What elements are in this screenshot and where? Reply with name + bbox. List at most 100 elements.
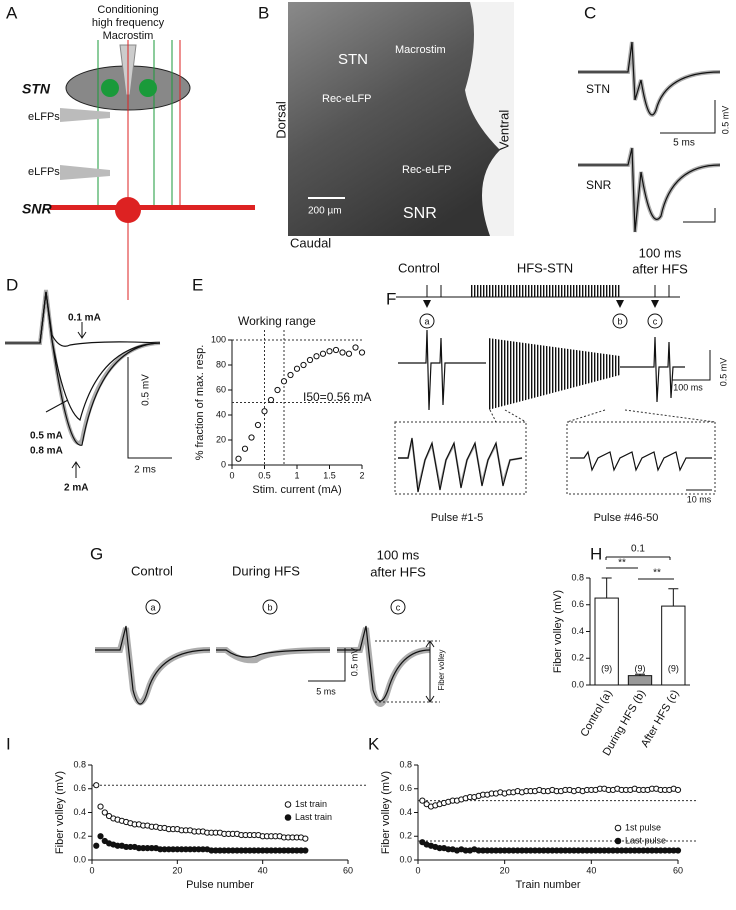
panel-d: D 0.1 mA 0.5 mA 0.8 mA 2 mA 0.5 mV 2 ms (5, 275, 172, 494)
text: 10 ms (687, 494, 712, 504)
point (97, 803, 104, 810)
text: 0.1 (631, 544, 645, 555)
point (93, 842, 100, 849)
y-axis-label: Fiber volley (mV) (54, 771, 66, 854)
scale-bar (660, 100, 716, 134)
text: ** (618, 558, 626, 569)
text: 5 ms (316, 686, 336, 696)
point (674, 847, 682, 854)
x-tick-label: 1.5 (323, 470, 336, 480)
trace (5, 291, 161, 347)
trace (216, 649, 331, 658)
point (302, 835, 309, 842)
error-bar (635, 673, 645, 676)
text: Fiber volley (437, 650, 446, 691)
n-label: (9) (601, 663, 612, 673)
panel-f: F Control HFS-STN 100 ms after HFS a b c… (386, 245, 728, 523)
panel-a: A Conditioning high frequency Macrostim … (6, 3, 255, 300)
y-axis-label: % fraction of max. resp. (194, 345, 206, 461)
trace (39, 291, 161, 446)
y-tick-label: 0.4 (399, 807, 412, 817)
legend-label: Last train (295, 812, 332, 822)
text: STN (586, 82, 610, 96)
y-tick-label: 0.0 (571, 679, 584, 689)
neuron (139, 79, 157, 97)
text: 100 ms (377, 547, 420, 562)
y-axis-label: Fiber volley (mV) (552, 590, 564, 673)
inset-box (394, 409, 716, 495)
panel-g: G Control During HFS 100 ms after HFS a … (90, 544, 446, 707)
text: Caudal (290, 235, 331, 250)
text: 200 µm (308, 206, 342, 217)
neuron (101, 79, 119, 97)
point (235, 455, 242, 462)
trace (578, 41, 721, 116)
guide (375, 640, 440, 703)
point (419, 797, 426, 804)
x-tick-label: 0 (229, 470, 234, 480)
point (267, 396, 275, 404)
y-tick-label: 0.0 (399, 854, 412, 864)
x-tick-label: 0 (89, 865, 94, 875)
legend-marker (614, 837, 622, 845)
trace (398, 329, 685, 411)
text: 100 ms (673, 382, 703, 392)
legend-label: Last pulse (625, 835, 666, 845)
legend-marker (284, 814, 292, 821)
text: ** (653, 568, 661, 579)
panel-label: G (90, 544, 103, 563)
text: Conditioning (97, 4, 158, 16)
arrow (425, 640, 435, 703)
trace (578, 41, 721, 117)
panel-label: B (258, 3, 269, 22)
text: 0.5 mA (30, 431, 63, 442)
point (101, 809, 108, 816)
scale-bar (672, 350, 711, 381)
point (287, 371, 294, 379)
point (332, 346, 340, 354)
y-tick-label: 40 (216, 409, 226, 419)
panel-label: E (192, 275, 203, 294)
point (300, 361, 307, 369)
text: Pulse #46-50 (594, 512, 659, 524)
y-tick-label: 0.6 (399, 783, 412, 793)
panel-label: H (590, 544, 602, 563)
y-tick-label: 0.8 (571, 572, 584, 582)
point (326, 348, 333, 355)
y-tick-label: 0.0 (73, 854, 86, 864)
n-label: (9) (635, 663, 646, 673)
text: 2 mA (64, 483, 88, 494)
x-tick-label: 2 (359, 470, 364, 480)
point (302, 847, 309, 854)
y-tick-label: 80 (216, 359, 226, 369)
text: STN (22, 81, 51, 97)
circle (612, 313, 628, 329)
trace (337, 625, 431, 702)
y-tick-label: 20 (216, 434, 226, 444)
arrow (45, 399, 69, 413)
photo-region (465, 2, 514, 236)
panel-c: C STN 0.5 mV 5 ms SNR (578, 3, 730, 233)
x-tick-label: 0.5 (258, 470, 271, 480)
x-tick-label: 20 (172, 865, 182, 875)
text: eLFPs (28, 166, 60, 178)
electrode (60, 108, 110, 122)
text: 100 ms (639, 245, 682, 260)
text: Ventral (496, 110, 511, 151)
text: SNR (586, 178, 612, 192)
trace (488, 338, 620, 410)
point (248, 434, 255, 441)
text: Control (131, 563, 173, 578)
text: 0.5 mV (349, 648, 359, 677)
axon (97, 40, 173, 300)
n-label: (9) (668, 663, 679, 673)
x-tick-label: 0 (415, 865, 420, 875)
text: Dorsal (273, 101, 288, 139)
circle (262, 599, 278, 615)
y-tick-label: 0.2 (571, 653, 584, 663)
text: 5 ms (673, 138, 695, 149)
panel-e: E Working range I50=0.56 mA (192, 275, 371, 404)
error-bar (601, 577, 612, 599)
y-axis-label: Fiber volley (mV) (380, 771, 392, 854)
